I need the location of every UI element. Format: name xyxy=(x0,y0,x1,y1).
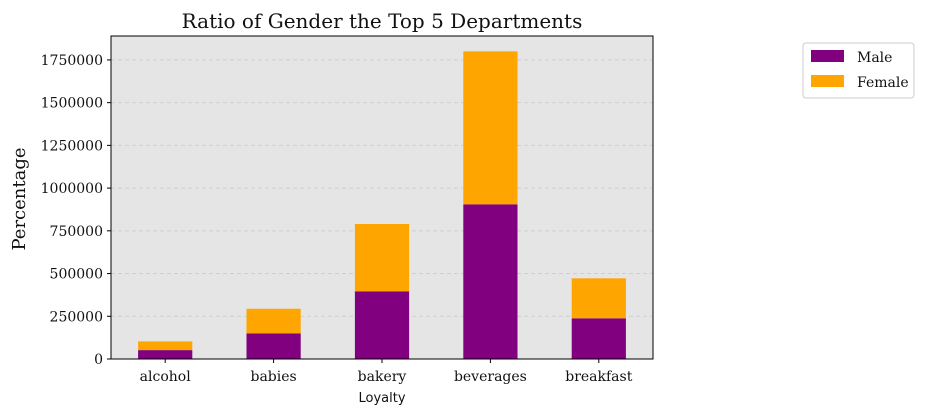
bar-male-breakfast xyxy=(571,318,626,359)
y-tick-label: 250000 xyxy=(50,309,103,325)
bar-male-bakery xyxy=(354,291,410,359)
x-tick-label: alcohol xyxy=(140,369,192,385)
legend-label-male: Male xyxy=(857,50,892,66)
bar-female-babies xyxy=(246,308,301,334)
grid-lines xyxy=(111,59,653,317)
legend-label-female: Female xyxy=(857,75,909,91)
y-axis-ticks: 0 250000 500000 750000 1000000 1250000 1500000… xyxy=(41,53,111,368)
legend: Male Female xyxy=(802,42,915,99)
x-tick-label: breakfast xyxy=(565,369,632,385)
y-tick-label: 500000 xyxy=(50,267,103,283)
y-tick-label: 0 xyxy=(94,352,103,368)
bar-male-beverages xyxy=(463,204,518,359)
x-tick-label: babies xyxy=(250,369,296,385)
bar-female-breakfast xyxy=(571,278,626,319)
bar-female-bakery xyxy=(354,223,410,292)
x-tick-label: beverages xyxy=(454,369,527,385)
y-tick-label: 1250000 xyxy=(41,138,103,154)
legend-swatch-male xyxy=(811,50,844,62)
bar-male-babies xyxy=(246,333,301,359)
bars xyxy=(138,51,626,359)
y-tick-label: 750000 xyxy=(50,224,103,240)
x-axis-ticks: alcohol babies bakery beverages breakfast xyxy=(140,359,633,385)
y-tick-label: 1000000 xyxy=(41,181,103,197)
y-tick-label: 1500000 xyxy=(41,96,103,112)
legend-swatch-female xyxy=(811,75,844,87)
y-axis-label: Percentage xyxy=(9,147,30,250)
x-axis-label: Loyalty xyxy=(358,391,405,406)
bar-female-beverages xyxy=(463,51,518,205)
y-tick-label: 1750000 xyxy=(41,53,103,69)
bar-female-alcohol xyxy=(138,341,193,351)
bar-male-alcohol xyxy=(138,350,193,359)
x-tick-label: bakery xyxy=(358,369,407,385)
chart-title: Ratio of Gender the Top 5 Departments xyxy=(182,9,583,33)
